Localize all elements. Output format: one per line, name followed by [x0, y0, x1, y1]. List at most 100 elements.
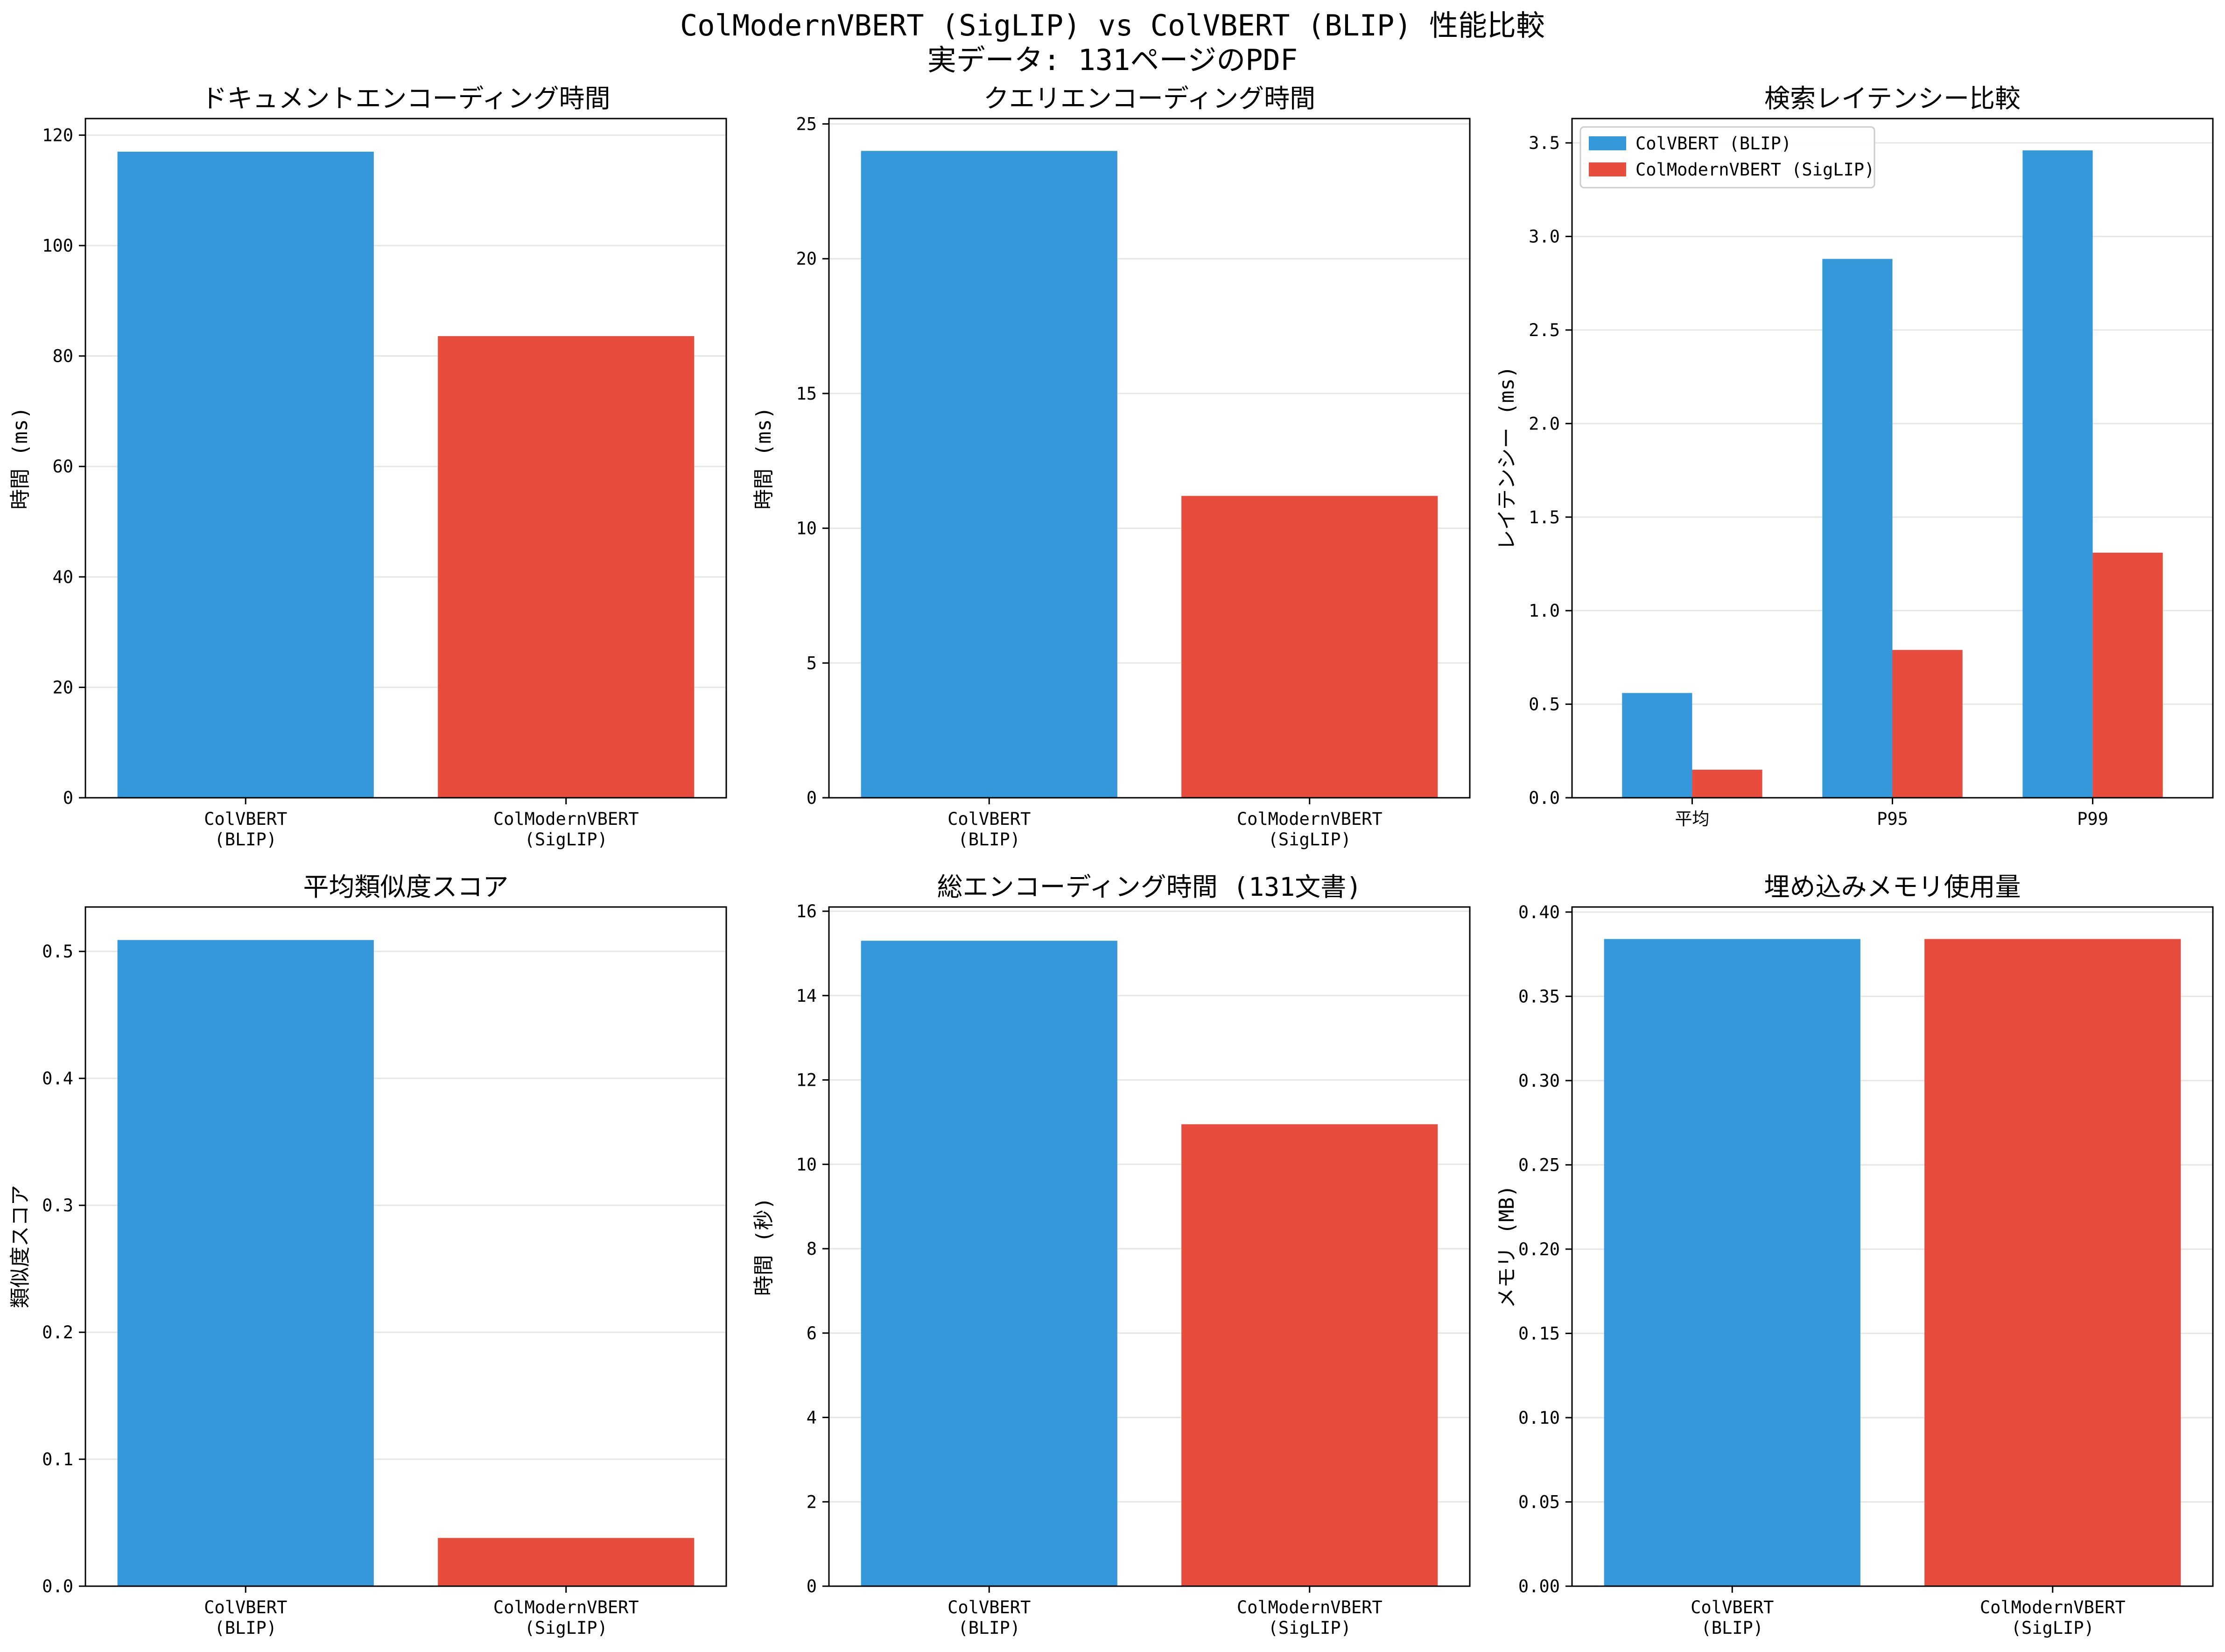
- ytick-label-4: 0.4: [42, 1069, 73, 1089]
- y-axis-label: 時間 (秒): [752, 1197, 776, 1296]
- ytick-label-1: 2: [807, 1492, 817, 1512]
- bar-0: [117, 940, 374, 1586]
- xtick-label-1: ColModernVBERT (SigLIP): [493, 1597, 639, 1638]
- xtick-label-0: ColVBERT (BLIP): [1691, 1597, 1774, 1638]
- ytick-label-0: 0: [807, 1576, 817, 1596]
- legend: ColVBERT (BLIP) ColModernVBERT (SigLIP): [1579, 126, 1875, 189]
- ytick-label-4: 80: [52, 346, 73, 366]
- ytick-label-4: 0.20: [1518, 1239, 1560, 1259]
- ytick-label-2: 4: [807, 1408, 817, 1428]
- y-axis-label: 時間 (ms): [8, 407, 32, 509]
- ytick-label-3: 0.15: [1518, 1323, 1560, 1343]
- bar-colmodernvbert-0: [1692, 769, 1762, 798]
- ytick-label-5: 0.5: [42, 942, 73, 962]
- xtick-label-2: P99: [2077, 809, 2108, 829]
- chart-title: 検索レイテンシー比較: [1764, 84, 2021, 113]
- chart-title: クエリエンコーディング時間: [983, 84, 1315, 113]
- chart-panel-4: 0.0 0.1 0.2 0.3 0.4 0.5 ColVBERT (BLIP) ColModer…: [8, 872, 727, 1638]
- bar-colvbert-1: [1822, 259, 1893, 798]
- bar-0: [861, 151, 1117, 798]
- ytick-label-1: 5: [807, 653, 817, 673]
- chart-panel-3: 0.0 0.5 1.0 1.5 2.0 2.5 3.0 3.5 平均 P95 P99 検索レイテンシー…: [1495, 84, 2214, 829]
- ytick-label-8: 0.40: [1518, 902, 1560, 922]
- bar-1: [1181, 1124, 1438, 1586]
- bar-0: [861, 941, 1117, 1586]
- ytick-label-5: 10: [796, 1154, 817, 1174]
- bar-1: [1181, 496, 1438, 798]
- xtick-label-1: ColModernVBERT (SigLIP): [1237, 1597, 1383, 1638]
- xtick-label-1: P95: [1877, 809, 1908, 829]
- ytick-label-2: 0.2: [42, 1322, 73, 1343]
- xtick-label-1: ColModernVBERT (SigLIP): [1237, 809, 1383, 850]
- bar-colmodernvbert-2: [2092, 552, 2163, 798]
- ytick-label-1: 20: [52, 677, 73, 697]
- ytick-label-7: 0.35: [1518, 986, 1560, 1006]
- axes-frame: [828, 118, 1471, 799]
- y-axis-label: 時間 (ms): [752, 407, 776, 509]
- ytick-label-0: 0.0: [1529, 788, 1560, 808]
- xtick-label-0: ColVBERT (BLIP): [948, 809, 1031, 850]
- y-axis-label: メモリ (MB): [1495, 1185, 1519, 1308]
- xtick-label-0: 平均: [1675, 809, 1709, 829]
- xtick-label-0: ColVBERT (BLIP): [204, 809, 287, 850]
- ytick-label-7: 14: [796, 986, 817, 1006]
- axes-frame: [84, 118, 727, 799]
- ytick-label-5: 2.5: [1529, 320, 1560, 340]
- bar-colmodernvbert-1: [1892, 650, 1963, 798]
- ytick-label-8: 16: [796, 901, 817, 921]
- y-axis-label: 類似度スコア: [8, 1185, 32, 1308]
- chart-panel-1: 0 20 40 60 80 100 120 ColVBERT (BLIP) ColModernVB…: [8, 84, 727, 850]
- ytick-label-1: 0.5: [1529, 695, 1560, 715]
- ytick-label-0: 0.0: [42, 1576, 73, 1596]
- ytick-label-6: 3.0: [1529, 227, 1560, 247]
- ytick-label-1: 0.05: [1518, 1492, 1560, 1512]
- ytick-label-4: 2.0: [1529, 414, 1560, 434]
- chart-title: 埋め込みメモリ使用量: [1764, 872, 2021, 902]
- ytick-label-3: 1.5: [1529, 507, 1560, 527]
- chart-panel-5: 0 2 4 6 8 10 12 14 16 ColVBERT (BLIP) ColModernVBER…: [752, 872, 1471, 1638]
- figure-title: ColModernVBERT (SigLIP) vs ColVBERT (BLI…: [680, 8, 1545, 42]
- bar-1: [438, 1538, 695, 1586]
- xtick-label-0: ColVBERT (BLIP): [948, 1597, 1031, 1638]
- ytick-label-3: 15: [796, 384, 817, 404]
- y-axis-label: レイテンシー (ms): [1495, 366, 1519, 551]
- chart-title: ドキュメントエンコーディング時間: [201, 84, 610, 113]
- bar-colvbert-0: [1622, 693, 1692, 798]
- xtick-label-1: ColModernVBERT (SigLIP): [493, 809, 639, 850]
- ytick-label-5: 0.25: [1518, 1155, 1560, 1175]
- bar-colvbert-2: [2022, 150, 2093, 798]
- bar-0: [1604, 939, 1860, 1586]
- chart-panel-6: 0.00 0.05 0.10 0.15 0.20 0.25 0.30 0.35 0.40 ColV…: [1495, 872, 2214, 1638]
- ytick-label-1: 0.1: [42, 1449, 73, 1469]
- ytick-label-4: 20: [796, 249, 817, 269]
- ytick-label-2: 10: [796, 519, 817, 539]
- ytick-label-2: 40: [52, 567, 73, 587]
- legend-label-1: ColModernVBERT (SigLIP): [1635, 160, 1874, 180]
- ytick-label-6: 120: [42, 125, 73, 145]
- axes-frame: [84, 906, 727, 1587]
- ytick-label-0: 0: [807, 788, 817, 808]
- chart-panel-2: 0 5 10 15 20 25 ColVBERT (BLIP) ColModernVBERT (S…: [752, 84, 1471, 850]
- ytick-label-3: 60: [52, 457, 73, 477]
- ytick-label-7: 3.5: [1529, 133, 1560, 153]
- ytick-label-5: 25: [796, 114, 817, 134]
- legend-box: [1579, 126, 1875, 189]
- ytick-label-4: 8: [807, 1239, 817, 1259]
- ytick-label-5: 100: [42, 236, 73, 256]
- figure-subtitle: 実データ: 131ページのPDF: [927, 43, 1298, 77]
- ytick-label-2: 0.10: [1518, 1408, 1560, 1428]
- legend-swatch-0: [1589, 136, 1626, 150]
- bar-0: [117, 151, 374, 798]
- ytick-label-0: 0: [63, 788, 73, 808]
- ytick-label-0: 0.00: [1518, 1576, 1560, 1596]
- ytick-label-2: 1.0: [1529, 601, 1560, 621]
- ytick-label-6: 12: [796, 1070, 817, 1090]
- bar-1: [438, 336, 695, 798]
- legend-label-0: ColVBERT (BLIP): [1635, 134, 1791, 154]
- xtick-label-0: ColVBERT (BLIP): [204, 1597, 287, 1638]
- bar-1: [1924, 939, 2181, 1586]
- legend-swatch-1: [1589, 162, 1626, 176]
- chart-title: 平均類似度スコア: [303, 872, 508, 902]
